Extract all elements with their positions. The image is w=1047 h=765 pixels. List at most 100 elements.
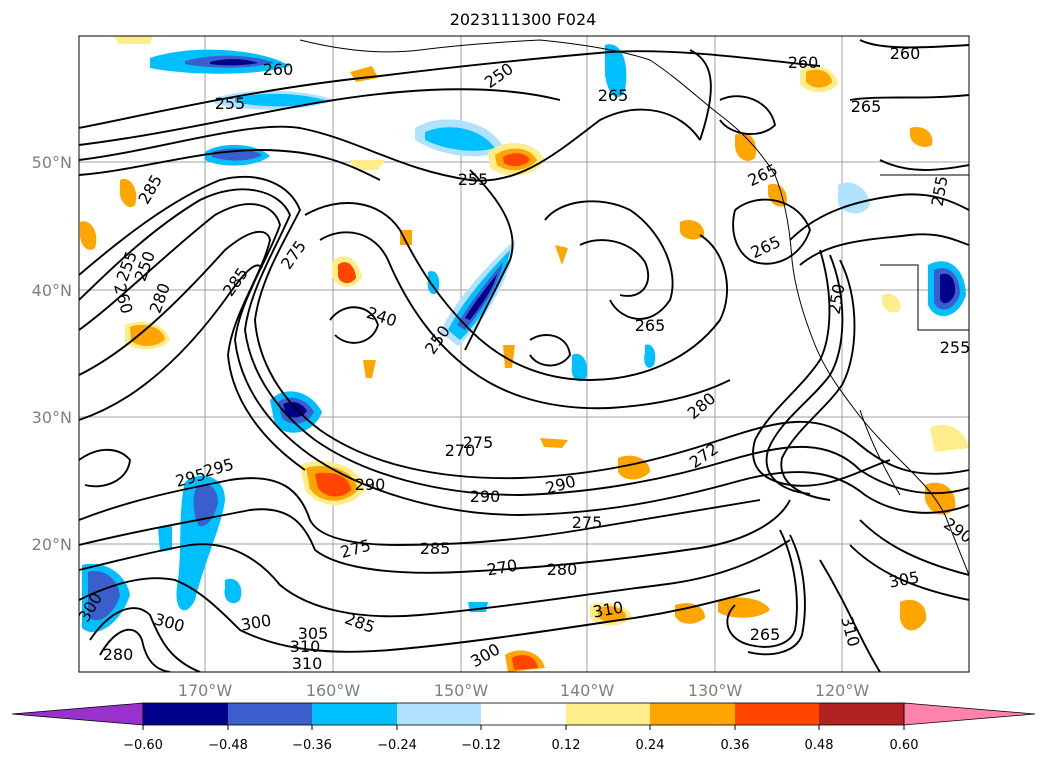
- contour-line: [780, 259, 856, 501]
- shaded-field: [80, 36, 969, 672]
- contour-label: 260: [788, 53, 819, 72]
- contour-line: [79, 230, 306, 471]
- contour-label: 265: [635, 316, 666, 335]
- lon-label-150w: 150°W: [434, 681, 489, 700]
- colorbar-extend-max: [903, 702, 1036, 726]
- coastline-westcoast: [774, 174, 906, 466]
- shade-negative: [605, 44, 627, 98]
- contour-line: [752, 249, 891, 487]
- colorbar-tick-label: −0.36: [292, 738, 332, 753]
- shade-negative: [224, 578, 242, 604]
- contour-label: 255: [940, 338, 971, 357]
- contour-label: 260: [890, 44, 921, 63]
- shade-positive: [882, 293, 901, 313]
- coastline-mexico: [904, 464, 969, 576]
- lon-label-140w: 140°W: [560, 681, 615, 700]
- shade-positive: [350, 160, 385, 170]
- contour-label: 260: [263, 60, 294, 79]
- coastlines: [299, 39, 969, 576]
- colorbar-tick-label: −0.12: [461, 738, 501, 753]
- contour-line: [765, 254, 844, 495]
- shade-positive: [315, 472, 351, 497]
- contour-line: [747, 534, 806, 656]
- shade-positive: [900, 599, 927, 631]
- contour-label: 275: [572, 513, 603, 532]
- contour-line: [799, 233, 969, 266]
- contour-line: [732, 198, 812, 265]
- shade-positive: [80, 221, 97, 250]
- contour-line: [79, 577, 761, 653]
- lat-label-20n: 20°N: [32, 535, 72, 554]
- contour-line: [319, 231, 731, 410]
- contour-line: [79, 149, 381, 181]
- shade-positive: [910, 126, 933, 147]
- colorbar-tick-label: 0.24: [636, 738, 665, 753]
- colorbar-bin: [819, 703, 904, 725]
- contour-label: 290: [470, 487, 501, 506]
- coastline-alaska: [299, 39, 776, 176]
- shade-positive: [119, 179, 137, 208]
- contour-label: 280: [103, 645, 134, 664]
- shade-negative: [644, 344, 656, 368]
- shade-positive: [540, 438, 568, 448]
- lon-label-170w: 170°W: [178, 681, 233, 700]
- shade-negative: [158, 526, 172, 552]
- contour-line: [79, 50, 821, 129]
- contour-label: 310: [290, 637, 321, 656]
- contour-label: 280: [547, 560, 578, 579]
- contour-line: [579, 239, 650, 297]
- contour-line: [859, 519, 969, 576]
- shade-negative: [425, 127, 495, 151]
- colorbar-extend-min: [11, 702, 144, 726]
- contour-label: 265: [851, 97, 882, 116]
- lon-label-130w: 130°W: [688, 681, 743, 700]
- contour-line: [464, 169, 514, 351]
- contour-label: 310: [292, 654, 323, 673]
- shade-positive: [806, 69, 832, 88]
- contour-line: [79, 477, 761, 546]
- colorbar-bin: [650, 703, 735, 725]
- shade-negative: [427, 271, 440, 295]
- colorbar: −0.60 −0.48 −0.36 −0.24 −0.12 0.12 0.24 …: [11, 702, 1036, 753]
- colorbar-bin: [143, 703, 228, 725]
- border-state: [880, 264, 969, 331]
- shade-negative: [235, 93, 328, 107]
- colorbar-bin: [397, 703, 481, 725]
- shade-positive: [598, 606, 626, 623]
- shade-negative: [571, 353, 588, 382]
- shade-positive: [930, 424, 969, 452]
- lat-labels: 50°N 40°N 30°N 20°N: [32, 153, 72, 554]
- shade-positive: [680, 219, 705, 240]
- shade-negative: [88, 571, 120, 621]
- contour-line: [89, 607, 201, 672]
- lon-label-120w: 120°W: [815, 681, 870, 700]
- contour-label: 255: [215, 94, 246, 113]
- shade-positive: [735, 132, 757, 161]
- lat-label-50n: 50°N: [32, 153, 72, 172]
- colorbar-tick-label: 0.36: [721, 738, 750, 753]
- contour-line: [849, 94, 969, 101]
- lon-labels: 170°W 160°W 150°W 140°W 130°W 120°W: [178, 681, 870, 700]
- colorbar-bin: [566, 703, 650, 725]
- contour-label: 255: [458, 170, 489, 189]
- shade-positive: [555, 245, 568, 265]
- shade-positive: [114, 36, 153, 44]
- contour-label: 270: [445, 441, 476, 460]
- contour-label: 305: [298, 624, 329, 643]
- contour-line: [789, 193, 969, 241]
- contour-line: [79, 108, 701, 182]
- contour-line: [79, 203, 969, 516]
- shade-positive: [925, 482, 956, 515]
- contour-line: [859, 39, 969, 49]
- contour-line: [544, 200, 674, 320]
- contour-line: [879, 159, 969, 171]
- lat-label-40n: 40°N: [32, 281, 72, 300]
- contour-line: [329, 306, 379, 344]
- contour-label: 265: [598, 86, 629, 105]
- contour-line: [79, 448, 131, 488]
- shade-negative: [193, 484, 218, 527]
- lat-label-30n: 30°N: [32, 408, 72, 427]
- contour-line: [79, 88, 561, 146]
- shade-positive: [503, 153, 530, 167]
